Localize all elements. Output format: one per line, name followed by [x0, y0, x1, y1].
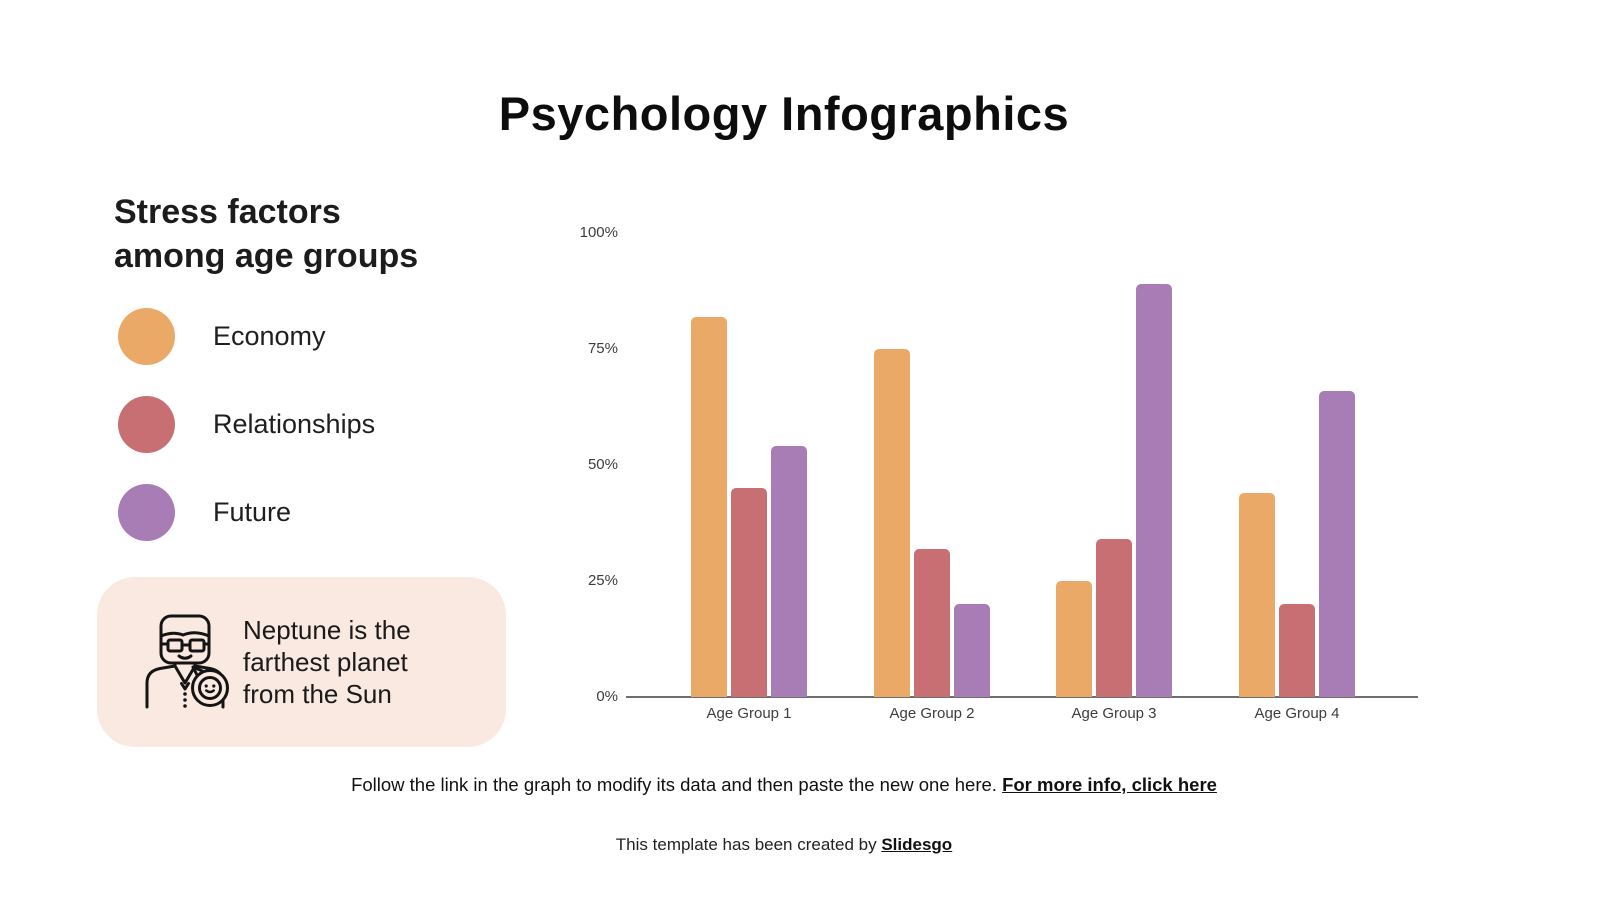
y-axis-tick-label: 25% [587, 572, 618, 589]
bar-future-group1 [771, 446, 807, 697]
footer-credit-text: This template has been created by [615, 835, 882, 854]
bar-chart: 100% 75% 50% 25% 0% Age Group 1 Age Group 2 Age… [580, 224, 1418, 722]
legend-label: Future [213, 497, 292, 527]
bar-relationships-group4 [1279, 604, 1315, 697]
legend-label: Relationships [213, 409, 376, 439]
x-axis-label: Age Group 3 [1071, 705, 1157, 722]
bar-group-1 [691, 233, 807, 697]
fact-text: Neptune is the farthest planet from the … [243, 615, 411, 709]
x-axis-label: Age Group 1 [706, 705, 792, 722]
bar-future-group2 [954, 604, 990, 697]
bar-group-3 [1056, 233, 1172, 697]
fact-callout-box: Neptune is the farthest planet from the … [97, 577, 506, 747]
bar-economy-group1 [691, 316, 727, 697]
slidesgo-link[interactable]: Slidesgo [881, 835, 953, 854]
bar-relationships-group3 [1096, 539, 1132, 697]
x-axis-line [626, 696, 1418, 698]
chart-section-heading: Stress factors among age groups [114, 193, 419, 275]
x-axis-label: Age Group 2 [889, 705, 975, 722]
bar-relationships-group2 [914, 548, 950, 697]
page-title: Psychology Infographics [498, 87, 1070, 140]
more-info-link[interactable]: For more info, click here [1002, 774, 1217, 795]
bar-economy-group3 [1056, 581, 1092, 697]
psychologist-icon [145, 614, 229, 709]
y-axis-tick-label: 100% [579, 224, 618, 241]
smiley-speech-bubble-icon [191, 665, 229, 707]
legend-label: Economy [213, 321, 326, 351]
bar-group-2 [874, 233, 990, 697]
x-axis-label: Age Group 4 [1254, 705, 1340, 722]
bar-future-group4 [1319, 390, 1355, 697]
legend-swatch-relationships [118, 396, 175, 453]
bar-relationships-group1 [731, 488, 767, 697]
bar-future-group3 [1136, 284, 1172, 697]
chart-legend: Economy Relationships Future [118, 308, 375, 572]
legend-swatch-future [118, 484, 175, 541]
legend-item-economy: Economy [118, 308, 375, 365]
y-axis-tick-label: 0% [596, 688, 618, 705]
bar-group-4 [1239, 233, 1355, 697]
footer-instruction: Follow the link in the graph to modify i… [0, 774, 1568, 796]
footer-instruction-text: Follow the link in the graph to modify i… [351, 774, 1003, 795]
y-axis-tick-label: 75% [587, 340, 618, 357]
y-axis-tick-label: 50% [587, 456, 618, 473]
bar-economy-group2 [874, 349, 910, 697]
legend-item-future: Future [118, 484, 375, 541]
legend-swatch-economy [118, 308, 175, 365]
footer-credit: This template has been created by Slides… [0, 835, 1568, 855]
legend-item-relationships: Relationships [118, 396, 375, 453]
bar-economy-group4 [1239, 492, 1275, 697]
